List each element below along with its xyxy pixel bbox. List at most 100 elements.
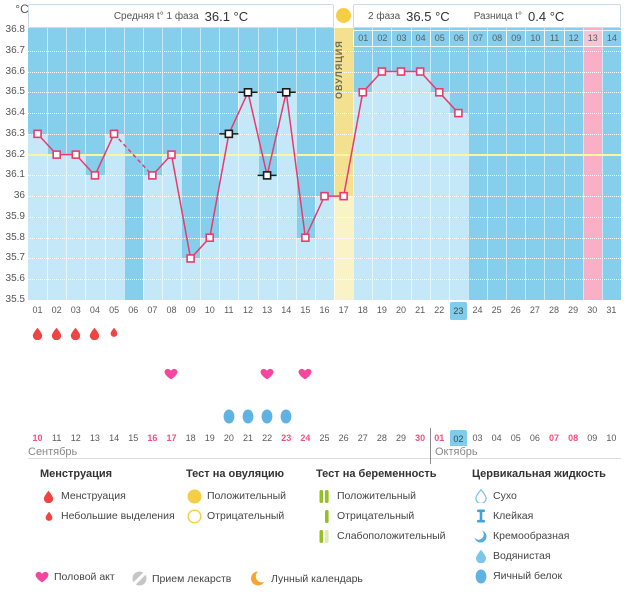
legend-item-label: Отрицательный — [207, 510, 285, 522]
cycle-day-number[interactable]: 27 — [529, 305, 540, 315]
phase2-day-cell: 08 — [487, 30, 508, 47]
phase1-value: 36.1 °C — [204, 8, 249, 24]
cycle-day-number[interactable]: 22 — [434, 305, 445, 315]
cycle-day-number[interactable]: 16 — [319, 305, 330, 315]
cycle-day-number[interactable]: 11 — [224, 305, 234, 315]
calendar-date[interactable]: 10 — [606, 433, 617, 443]
cycle-day-number[interactable]: 06 — [128, 305, 139, 315]
fluid-eggwhite-icon — [223, 409, 235, 424]
y-axis-tick: 35.7 — [5, 252, 25, 264]
calendar-date[interactable]: 13 — [89, 433, 100, 443]
calendar-date[interactable]: 02 — [449, 430, 468, 448]
calendar-date[interactable]: 30 — [415, 433, 426, 443]
phase1-label: Средняя t° 1 фаза — [113, 10, 199, 22]
cycle-day-number[interactable]: 01 — [32, 305, 43, 315]
legend-group: Менструация Менструация Небольшие выделени… — [40, 468, 175, 529]
calendar-date[interactable]: 12 — [70, 433, 81, 443]
calendar-date[interactable]: 08 — [568, 433, 579, 443]
cycle-day-number[interactable]: 18 — [357, 305, 368, 315]
menstruation-row — [28, 326, 621, 342]
menstruation-drop-icon — [70, 327, 81, 340]
calendar-date[interactable]: 01 — [434, 433, 445, 443]
calendar-date-row: 10 11 12 13 14 15 16 17 18 19 20 21 22 23 24 25 26 27 28 29… — [28, 430, 621, 448]
day-column-separator — [314, 28, 316, 300]
calendar-date[interactable]: 11 — [52, 433, 62, 443]
cycle-day-number[interactable]: 29 — [568, 305, 579, 315]
cycle-day-number[interactable]: 04 — [89, 305, 100, 315]
calendar-date[interactable]: 25 — [319, 433, 330, 443]
cycle-day-number[interactable]: 12 — [242, 305, 253, 315]
day-column-separator — [142, 28, 144, 300]
fluid-creamy-icon — [472, 529, 489, 543]
legend-item: Положительный — [186, 489, 286, 503]
fluid-sticky-icon — [472, 509, 489, 523]
calendar-date[interactable]: 28 — [376, 433, 387, 443]
cycle-day-number[interactable]: 15 — [300, 305, 311, 315]
day-column-separator — [257, 28, 259, 300]
legend-group-title: Менструация — [40, 468, 113, 480]
calendar-date[interactable]: 07 — [549, 433, 560, 443]
cycle-day-number[interactable]: 19 — [376, 305, 387, 315]
y-axis-tick: 36.4 — [5, 107, 25, 119]
cycle-day-number[interactable]: 20 — [395, 305, 406, 315]
cycle-day-number[interactable]: 02 — [51, 305, 62, 315]
cycle-day-number[interactable]: 25 — [491, 305, 502, 315]
y-axis-tick: 36.5 — [5, 86, 25, 98]
calendar-date[interactable]: 27 — [357, 433, 368, 443]
calendar-date[interactable]: 16 — [147, 433, 158, 443]
cycle-day-number[interactable]: 08 — [166, 305, 177, 315]
calendar-date[interactable]: 22 — [262, 433, 273, 443]
cycle-day-number[interactable]: 31 — [606, 305, 617, 315]
calendar-date[interactable]: 26 — [338, 433, 349, 443]
day-column-separator — [506, 28, 508, 300]
cycle-day-number[interactable]: 03 — [70, 305, 81, 315]
moon-calendar-icon — [250, 571, 267, 586]
legend-item: Сухо — [472, 489, 606, 503]
temperature-bar — [200, 237, 220, 300]
calendar-date[interactable]: 20 — [223, 433, 234, 443]
day-column-separator — [601, 28, 603, 300]
cycle-day-number[interactable]: 14 — [281, 305, 292, 315]
phase2-day-cell: 04 — [410, 30, 431, 47]
intercourse-heart-icon — [260, 368, 274, 380]
y-axis-tick: 36.1 — [5, 169, 25, 181]
gridline — [28, 216, 621, 218]
cycle-day-number[interactable]: 13 — [262, 305, 273, 315]
calendar-date[interactable]: 18 — [185, 433, 196, 443]
calendar-date[interactable]: 23 — [281, 433, 292, 443]
y-axis-tick: 36.6 — [5, 65, 25, 77]
month-divider-line — [28, 458, 621, 459]
y-axis-unit-label: °C — [15, 2, 29, 16]
calendar-date[interactable]: 29 — [395, 433, 406, 443]
legend-item-label: Водянистая — [493, 550, 551, 562]
calendar-date[interactable]: 15 — [128, 433, 139, 443]
cycle-day-number[interactable]: 07 — [147, 305, 158, 315]
cycle-day-number[interactable]: 21 — [415, 305, 426, 315]
ovulation-test-negative-icon — [186, 508, 203, 524]
gridline — [28, 133, 621, 135]
coverline — [28, 153, 621, 156]
calendar-date[interactable]: 09 — [587, 433, 598, 443]
calendar-date[interactable]: 05 — [510, 433, 521, 443]
chart-plot[interactable]: 01 02 03 04 05 06 07 08 09 10 11 12 13 14 — [28, 28, 622, 300]
cycle-day-number[interactable]: 09 — [185, 305, 196, 315]
calendar-date[interactable]: 17 — [166, 433, 177, 443]
calendar-date[interactable]: 21 — [242, 433, 253, 443]
cycle-day-number[interactable]: 17 — [338, 305, 349, 315]
cycle-day-number[interactable]: 05 — [109, 305, 120, 315]
calendar-date[interactable]: 06 — [529, 433, 540, 443]
cycle-day-number[interactable]: 23 — [449, 302, 468, 320]
calendar-date[interactable]: 04 — [491, 433, 502, 443]
calendar-date[interactable]: 24 — [300, 433, 311, 443]
cycle-day-number[interactable]: 10 — [204, 305, 215, 315]
calendar-date[interactable]: 14 — [109, 433, 120, 443]
cycle-day-number[interactable]: 26 — [510, 305, 521, 315]
cycle-day-number[interactable]: 24 — [472, 305, 483, 315]
temperature-bar — [295, 237, 315, 300]
cycle-day-number[interactable]: 30 — [587, 305, 598, 315]
cycle-day-number[interactable]: 28 — [549, 305, 560, 315]
day-column-separator — [238, 28, 240, 300]
calendar-date[interactable]: 10 — [32, 433, 43, 443]
calendar-date[interactable]: 19 — [204, 433, 215, 443]
calendar-date[interactable]: 03 — [472, 433, 483, 443]
